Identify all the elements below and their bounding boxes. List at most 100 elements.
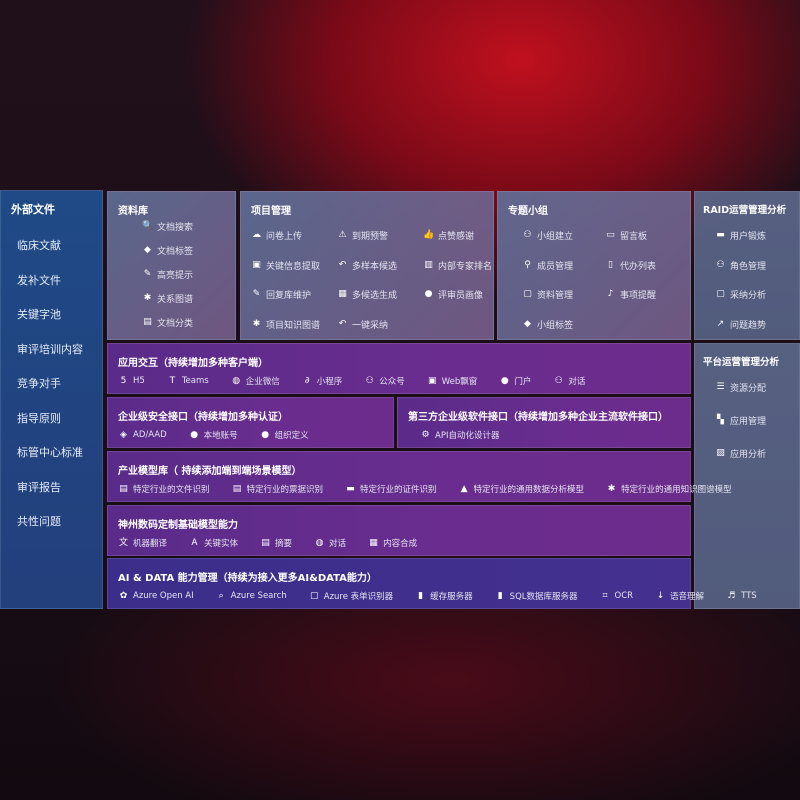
- feature-item[interactable]: ⚙ API自动化设计器: [420, 429, 499, 442]
- feature-item[interactable]: ▚ 应用管理: [715, 414, 766, 427]
- feature-label: 问卷上传: [266, 232, 303, 242]
- feature-label: 评审员画像: [438, 291, 484, 301]
- feature-label: 资料管理: [537, 291, 574, 301]
- sidebar-item[interactable]: 指导原则: [17, 411, 61, 425]
- feature-item[interactable]: ✱ 项目知识图谱: [251, 318, 320, 331]
- feature-item[interactable]: ▮ SQL数据库服务器: [495, 590, 578, 603]
- html5-icon: 5: [120, 375, 127, 386]
- feature-item[interactable]: ⚇ 公众号: [364, 375, 405, 388]
- feature-item[interactable]: T Teams: [167, 376, 209, 387]
- feature-item[interactable]: ● 组织定义: [260, 429, 308, 442]
- official-account-icon: ⚇: [365, 375, 374, 386]
- feature-item[interactable]: ▦ 多候选生成: [337, 288, 397, 301]
- feature-label: Teams: [181, 376, 209, 386]
- feature-item[interactable]: ⌕ Azure Search: [216, 591, 287, 602]
- feature-item[interactable]: ● 门户: [499, 375, 531, 388]
- sidebar-item[interactable]: 关键字池: [17, 308, 61, 321]
- panel-title: 资料库: [118, 206, 148, 217]
- feature-item[interactable]: 5 H5: [118, 376, 145, 387]
- feature-item[interactable]: ▦ 内容合成: [368, 537, 418, 550]
- sidebar-item[interactable]: 竞争对手: [17, 377, 61, 390]
- feature-item[interactable]: ▤ 特定行业的票据识别: [232, 483, 323, 496]
- feature-item[interactable]: 👍 点赞感谢: [423, 229, 474, 242]
- feature-item[interactable]: ▢ Azure 表单识别器: [309, 590, 393, 603]
- bbs-icon: ▭: [606, 230, 615, 240]
- feature-item[interactable]: ✿ Azure Open AI: [118, 591, 194, 602]
- feature-item[interactable]: ▣ 关键信息提取: [251, 259, 320, 272]
- feature-item[interactable]: ✱ 关系图谱: [142, 292, 193, 305]
- feature-label: 留言板: [620, 232, 648, 242]
- miniprogram-icon: ∂: [304, 375, 310, 386]
- feature-item[interactable]: ▬ 特定行业的证件识别: [345, 483, 436, 496]
- form-icon: ▢: [309, 590, 319, 601]
- feature-item[interactable]: ✎ 高亮提示: [142, 268, 193, 281]
- sidebar-item[interactable]: 审评培训内容: [17, 342, 83, 356]
- feature-item[interactable]: 文机器翻译: [118, 537, 167, 550]
- reply-icon: ↶: [338, 318, 347, 329]
- openai-icon: ✿: [119, 590, 128, 601]
- feature-item[interactable]: ⚇ 小组建立: [522, 229, 573, 242]
- panel-base-model: 神州数码定制基础模型能力文机器翻译 A 关键实体 ▤ 摘要 ◍ 对话 ▦ 内容合成: [107, 505, 691, 556]
- feature-item[interactable]: ● 本地账号: [189, 429, 237, 442]
- feature-item[interactable]: ⌗ OCR: [600, 591, 633, 602]
- panel-raid: RAID运营管理分析 ▬ 用户锻炼 ⚇ 角色管理 ▢ 采纳分析 ↗ 问题趋势: [694, 191, 800, 340]
- sidebar-item[interactable]: 审评报告: [17, 480, 61, 494]
- feature-item[interactable]: ✱ 特定行业的通用知识图谱模型: [606, 483, 732, 496]
- feature-item[interactable]: ↓ 语音理解: [655, 590, 704, 603]
- feature-item[interactable]: ▭ 留言板: [605, 229, 647, 242]
- feature-item[interactable]: ∂ 小程序: [302, 375, 342, 388]
- feature-item[interactable]: ▤ 文档分类: [142, 316, 193, 329]
- alarm-icon: ⚠: [338, 230, 347, 240]
- feature-label: 关键实体: [204, 539, 239, 549]
- feature-item[interactable]: ▥ 内部专家排名: [423, 259, 492, 272]
- feature-item[interactable]: ▨ 应用分析: [715, 447, 766, 460]
- feature-item[interactable]: ▢ 采纳分析: [715, 288, 766, 301]
- feature-item[interactable]: ⚇ 对话: [553, 375, 586, 388]
- panel-title: RAID运营管理分析: [703, 205, 787, 216]
- feature-label: 回复库维护: [266, 291, 312, 301]
- sidebar-item[interactable]: 发补文件: [17, 273, 61, 287]
- feature-item[interactable]: ↶ 多样本候选: [337, 259, 397, 272]
- panel-library: 资料库 🔍 文档搜索 ◆ 文档标签 ✎ 高亮提示 ✱ 关系图谱 ▤ 文档分类: [107, 191, 236, 340]
- feature-item[interactable]: ✎ 回复库维护: [251, 288, 311, 301]
- feature-item[interactable]: ● 评审员画像: [423, 288, 483, 301]
- feature-item[interactable]: ◆ 小组标签: [522, 318, 573, 331]
- feature-item[interactable]: ↶ 一键采纳: [337, 318, 388, 331]
- feature-label: 角色管理: [730, 261, 767, 272]
- feature-item[interactable]: ▯ 代办列表: [605, 259, 656, 272]
- feature-item[interactable]: ⚇ 角色管理: [715, 259, 766, 272]
- feature-label: 内容合成: [383, 539, 418, 549]
- feature-item[interactable]: ▬ 用户锻炼: [715, 229, 766, 242]
- feature-label: 缓存服务器: [430, 592, 473, 602]
- feature-item[interactable]: ♬ TTS: [726, 591, 757, 602]
- feature-item[interactable]: ▢ 资料管理: [522, 288, 573, 301]
- reply-icon: ↶: [338, 259, 347, 270]
- feature-item[interactable]: ◍ 对话: [314, 537, 346, 550]
- feature-item[interactable]: ◆ 文档标签: [142, 244, 193, 257]
- trend-icon: ↗: [716, 318, 725, 329]
- feature-item[interactable]: ☁ 问卷上传: [251, 229, 302, 242]
- feature-label: 应用分析: [730, 450, 767, 460]
- feature-item[interactable]: ▮ 缓存服务器: [415, 590, 473, 603]
- sidebar-item[interactable]: 共性问题: [17, 515, 61, 528]
- feature-item[interactable]: ◈ AD/AAD: [118, 430, 167, 441]
- feature-item[interactable]: ☰ 资源分配: [715, 381, 766, 394]
- feature-item[interactable]: ⚠ 到期预警: [337, 229, 388, 242]
- feature-item[interactable]: A 关键实体: [189, 537, 239, 550]
- feature-label: 点赞感谢: [438, 232, 475, 242]
- feature-item[interactable]: 🔍 文档搜索: [142, 220, 193, 233]
- feature-label: AD/AAD: [133, 430, 167, 440]
- feature-label: 企业微信: [245, 377, 280, 387]
- feature-item[interactable]: ▤ 摘要: [260, 537, 292, 550]
- feature-item[interactable]: ▣ Web飘窗: [427, 375, 477, 388]
- feature-item[interactable]: ◍ 企业微信: [231, 375, 280, 388]
- sidebar-item[interactable]: 标管中心标准: [17, 446, 83, 459]
- feature-label: 对话: [568, 377, 586, 387]
- analysis-icon: ▨: [716, 448, 725, 458]
- feature-item[interactable]: ▤ 特定行业的文件识别: [118, 483, 209, 496]
- sidebar-item[interactable]: 临床文献: [17, 239, 61, 252]
- feature-item[interactable]: ⚲ 成员管理: [522, 259, 573, 272]
- feature-item[interactable]: ↗ 问题趋势: [715, 318, 766, 331]
- feature-item[interactable]: ♪ 事项提醒: [605, 288, 656, 301]
- feature-item[interactable]: ▲ 特定行业的通用数据分析模型: [459, 483, 584, 496]
